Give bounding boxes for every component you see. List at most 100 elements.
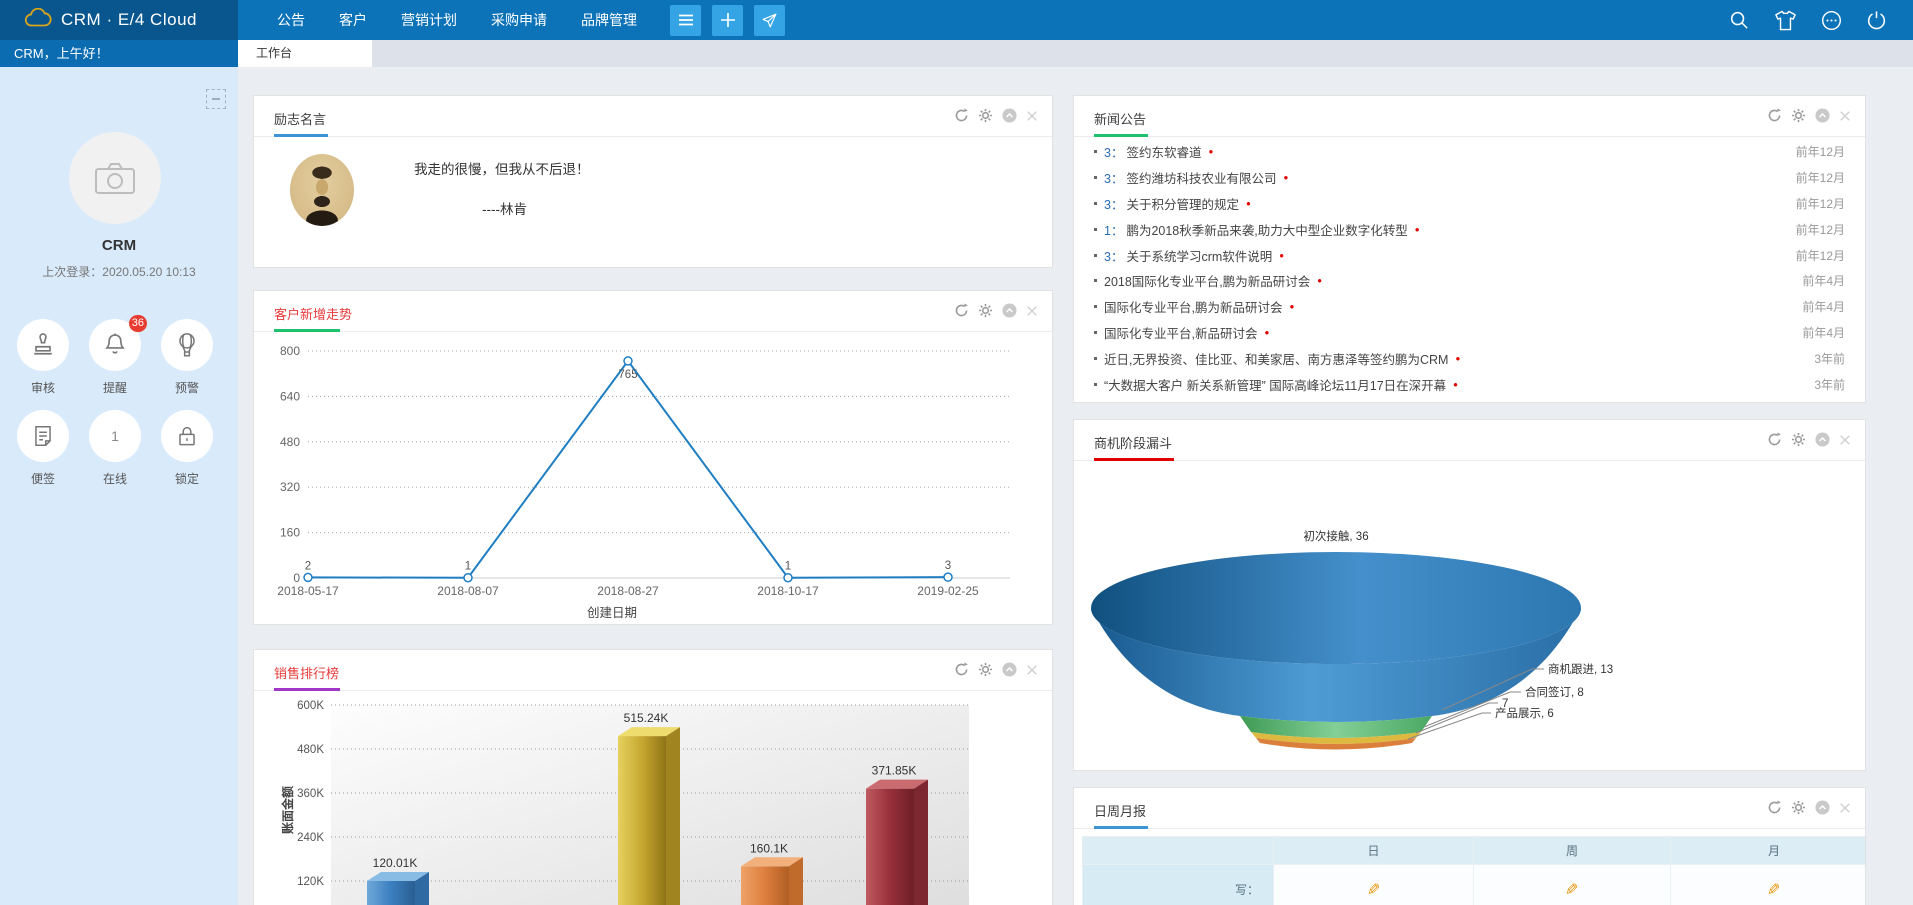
close-icon[interactable] (1839, 110, 1851, 122)
news-item[interactable]: 近日,无界投资、佳比亚、和美家居、南方惠泽等签约鹏为CRM ● 3年前 (1074, 345, 1865, 371)
report-column-header: 周 (1473, 836, 1671, 865)
panel-controls (954, 303, 1038, 318)
more-icon[interactable] (1821, 10, 1842, 31)
edit-pencil-icon[interactable]: ✎ (1565, 881, 1579, 899)
close-icon[interactable] (1839, 434, 1851, 446)
panel-controls (1767, 432, 1851, 447)
bullet-icon (1094, 227, 1097, 231)
news-title: 签约东软睿道 (1126, 146, 1202, 161)
collapse-icon[interactable] (1815, 800, 1830, 815)
refresh-icon[interactable] (954, 108, 969, 123)
svg-text:2: 2 (305, 560, 311, 572)
refresh-icon[interactable] (1767, 800, 1782, 815)
nav-item-customer[interactable]: 客户 (339, 12, 367, 28)
collapse-icon[interactable] (1002, 303, 1017, 318)
settings-gear-icon[interactable] (1791, 108, 1806, 123)
new-dot-icon: ● (1208, 147, 1214, 157)
collapse-icon[interactable] (1002, 662, 1017, 677)
panel-controls (1767, 800, 1851, 815)
close-icon[interactable] (1839, 802, 1851, 814)
svg-text:371.85K: 371.85K (872, 764, 917, 778)
collapse-icon[interactable] (1815, 432, 1830, 447)
edit-pencil-icon[interactable]: ✎ (1366, 881, 1381, 899)
news-title: 关于系统学习crm软件说明 (1126, 249, 1273, 264)
avatar[interactable] (69, 132, 161, 224)
svg-text:1: 1 (785, 561, 791, 573)
funnel-segment-label: 7 (1502, 698, 1508, 710)
settings-gear-icon[interactable] (978, 662, 993, 677)
news-title: 2018国际化专业平台,鹏为新品研讨会 (1104, 275, 1311, 290)
new-dot-icon: ● (1317, 276, 1323, 286)
collapse-icon[interactable] (1002, 108, 1017, 123)
news-item[interactable]: 3： 签约东软睿道 ● 前年12月 (1074, 139, 1865, 165)
refresh-icon[interactable] (1767, 432, 1782, 447)
news-item[interactable]: 3： 关于系统学习crm软件说明 ● 前年12月 (1074, 242, 1865, 268)
new-dot-icon: ● (1283, 173, 1289, 183)
settings-gear-icon[interactable] (1791, 432, 1806, 447)
svg-text:120.01K: 120.01K (373, 856, 418, 870)
search-icon[interactable] (1729, 10, 1750, 31)
close-icon[interactable] (1026, 664, 1038, 676)
nav-item-brand-management[interactable]: 品牌管理 (581, 12, 637, 28)
power-icon[interactable] (1866, 10, 1887, 31)
refresh-icon[interactable] (954, 303, 969, 318)
edit-pencil-icon[interactable]: ✎ (1767, 881, 1781, 899)
close-icon[interactable] (1026, 110, 1038, 122)
theme-shirt-icon[interactable] (1774, 10, 1797, 31)
shortcut-note[interactable]: 便签 (7, 410, 79, 487)
nav-item-announcement[interactable]: 公告 (277, 12, 305, 28)
note-icon (35, 426, 51, 446)
svg-text:1: 1 (465, 561, 471, 573)
shortcut-alert[interactable]: 预警 (151, 319, 223, 396)
news-item[interactable]: 3： 关于积分管理的规定 ● 前年12月 (1074, 191, 1865, 217)
news-item[interactable]: “大数据大客户 新关系新管理” 国际高峰论坛11月17日在深开幕 ● 3年前 (1074, 371, 1865, 397)
panel-quote: 励志名言 我走的很慢，但我从不后退！ ----林肯 (253, 95, 1053, 268)
news-title: 国际化专业平台,新品研讨会 (1104, 326, 1258, 341)
news-item[interactable]: 国际化专业平台,鹏为新品研讨会 ● 前年4月 (1074, 294, 1865, 320)
lincoln-portrait (290, 154, 354, 226)
panel-title: 客户新增走势 (274, 307, 353, 322)
panel-customer-trend: 客户新增走势 0 160 320 480 640 800 2018-05-17 2018-08… (253, 290, 1053, 625)
topbar-right-icons (1729, 10, 1913, 31)
shortcut-lock[interactable]: 锁定 (151, 410, 223, 487)
cloud-logo-icon (24, 7, 52, 33)
quick-buttons (670, 4, 785, 36)
news-prefix: 3： (1104, 249, 1124, 264)
report-cell: ✎ (1670, 864, 1865, 905)
settings-gear-icon[interactable] (978, 108, 993, 123)
camera-icon (95, 163, 135, 194)
shortcut-online[interactable]: 1 在线 (79, 410, 151, 487)
menu-button[interactable] (670, 4, 701, 36)
bullet-icon (1094, 253, 1097, 257)
news-item[interactable]: 国际化专业平台,新品研讨会 ● 前年4月 (1074, 320, 1865, 346)
nav-item-marketing-plan[interactable]: 营销计划 (401, 12, 457, 28)
refresh-icon[interactable] (1767, 108, 1782, 123)
shortcut-audit[interactable]: 审核 (7, 319, 79, 396)
add-button[interactable] (712, 4, 743, 36)
news-item[interactable]: 3： 签约潍坊科技农业有限公司 ● 前年12月 (1074, 165, 1865, 191)
bullet-icon (1094, 201, 1097, 205)
settings-gear-icon[interactable] (1791, 800, 1806, 815)
report-row-label: 写： (1082, 864, 1274, 905)
news-time: 前年12月 (1795, 248, 1845, 263)
new-dot-icon: ● (1279, 250, 1285, 260)
panel-controls (954, 108, 1038, 123)
settings-gear-icon[interactable] (978, 303, 993, 318)
report-cell: ✎ (1473, 864, 1671, 905)
refresh-icon[interactable] (954, 662, 969, 677)
news-time: 前年4月 (1802, 274, 1845, 289)
nav-item-purchase-request[interactable]: 采购申请 (491, 12, 547, 28)
tab-workbench[interactable]: 工作台 (238, 40, 372, 67)
shortcut-reminder[interactable]: 36 提醒 (79, 315, 151, 396)
sidebar: CRM 上次登录：2020.05.20 10:13 审核 36 提醒 预警 便签… (0, 67, 238, 905)
collapse-sidebar-icon[interactable] (206, 89, 226, 109)
send-button[interactable] (754, 4, 785, 36)
news-item[interactable]: 2018国际化专业平台,鹏为新品研讨会 ● 前年4月 (1074, 268, 1865, 294)
collapse-icon[interactable] (1815, 108, 1830, 123)
title-underline (274, 688, 340, 691)
news-item[interactable]: 1： 鹏为2018秋季新品来袭,助力大中型企业数字化转型 ● 前年12月 (1074, 216, 1865, 242)
close-icon[interactable] (1026, 305, 1038, 317)
news-title: “大数据大客户 新关系新管理” 国际高峰论坛11月17日在深开幕 (1104, 378, 1447, 393)
report-header-empty (1082, 836, 1274, 865)
svg-text:120K: 120K (297, 876, 324, 888)
